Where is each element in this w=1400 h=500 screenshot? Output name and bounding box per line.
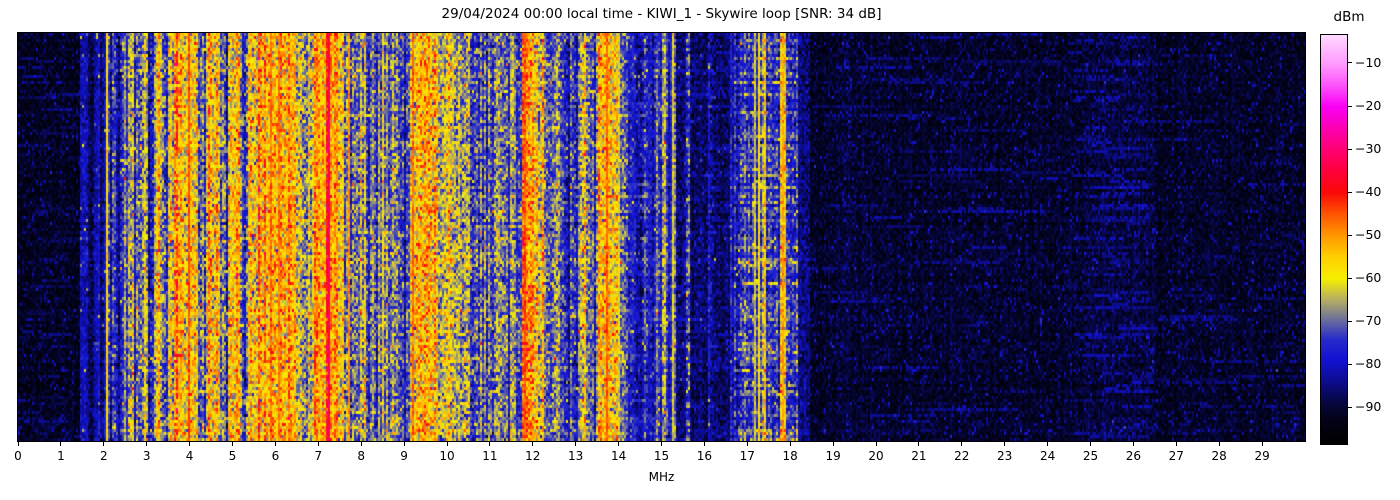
x-tick: [360, 442, 362, 446]
x-tick: [1047, 442, 1049, 446]
x-tick-label: 6: [271, 449, 280, 463]
x-tick: [317, 442, 319, 446]
x-tick: [146, 442, 148, 446]
colorbar-tick-label: −20: [1355, 98, 1382, 114]
x-tick: [17, 442, 19, 446]
waterfall-plot: [17, 32, 1306, 442]
x-tick: [60, 442, 62, 446]
x-tick-label: 8: [357, 449, 365, 463]
x-tick: [232, 442, 233, 446]
x-tick: [103, 442, 105, 446]
x-tick-label: 18: [782, 449, 798, 463]
x-tick: [875, 442, 877, 446]
x-tick-label: 3: [142, 449, 151, 463]
x-tick: [789, 442, 791, 446]
colorbar-canvas: [1321, 35, 1347, 444]
x-tick-label: 16: [696, 449, 713, 463]
colorbar-tick: [1348, 320, 1352, 322]
x-tick: [189, 442, 191, 446]
x-tick-label: 28: [1211, 449, 1227, 463]
x-tick-label: 20: [868, 449, 884, 463]
colorbar-tick: [1348, 191, 1352, 193]
x-tick-label: 2: [99, 449, 108, 463]
x-axis-label: MHz: [648, 470, 675, 484]
x-tick-label: 17: [739, 449, 755, 463]
x-tick-label: 19: [825, 449, 841, 463]
x-tick: [1261, 442, 1263, 446]
colorbar-tick-label: −40: [1355, 184, 1382, 200]
x-tick: [403, 442, 405, 446]
x-tick-label: 26: [1125, 449, 1142, 463]
x-tick: [274, 442, 276, 446]
x-tick: [446, 442, 448, 446]
x-tick: [1132, 442, 1134, 446]
chart-title: 29/04/2024 00:00 local time - KIWI_1 - S…: [441, 6, 882, 22]
x-tick: [1004, 442, 1006, 446]
colorbar-tick-label: −90: [1355, 399, 1382, 415]
x-tick: [746, 442, 748, 446]
x-tick-label: 14: [610, 449, 627, 463]
x-tick-label: 23: [997, 449, 1013, 463]
colorbar-tick: [1348, 234, 1352, 236]
colorbar-tick-label: −80: [1355, 356, 1382, 372]
x-tick: [618, 442, 620, 446]
colorbar-tick-label: −50: [1355, 227, 1382, 243]
colorbar-tick: [1348, 105, 1352, 107]
x-tick-label: 24: [1039, 449, 1056, 463]
x-tick: [661, 442, 662, 446]
x-tick: [703, 442, 705, 446]
x-tick: [918, 442, 920, 446]
x-tick: [961, 442, 963, 446]
x-tick-label: 13: [568, 449, 584, 463]
colorbar-tick: [1348, 148, 1352, 150]
x-tick-label: 22: [954, 449, 970, 463]
x-tick-label: 7: [314, 449, 323, 463]
waterfall-canvas: [18, 33, 1305, 441]
x-tick-label: 21: [911, 449, 927, 463]
x-tick-label: 5: [228, 449, 237, 463]
colorbar-tick-label: −10: [1355, 54, 1382, 70]
colorbar-tick: [1348, 363, 1352, 365]
colorbar-tick-label: −30: [1355, 141, 1382, 157]
x-tick-label: 11: [482, 449, 498, 463]
colorbar-tick: [1348, 277, 1352, 279]
x-tick: [832, 442, 834, 446]
x-tick-label: 15: [653, 449, 670, 463]
x-tick-label: 9: [400, 449, 408, 463]
colorbar-tick-label: −60: [1355, 270, 1382, 286]
x-tick-label: 4: [185, 449, 194, 463]
x-tick-label: 10: [439, 449, 455, 463]
x-tick-label: 12: [525, 449, 541, 463]
x-tick-label: 0: [14, 449, 22, 463]
colorbar-tick: [1348, 406, 1352, 408]
x-tick: [489, 442, 491, 446]
colorbar-tick: [1348, 62, 1352, 64]
x-tick-label: 29: [1254, 449, 1270, 463]
x-tick-label: 27: [1168, 449, 1184, 463]
x-tick: [1218, 442, 1220, 446]
x-tick: [532, 442, 534, 446]
colorbar: [1320, 34, 1348, 445]
x-tick-label: 25: [1082, 449, 1099, 463]
x-tick: [575, 442, 577, 446]
colorbar-unit-label: dBm: [1333, 9, 1365, 25]
colorbar-tick-label: −70: [1355, 313, 1382, 329]
x-tick: [1090, 442, 1091, 446]
x-tick-label: 1: [57, 449, 65, 463]
x-tick: [1175, 442, 1177, 446]
